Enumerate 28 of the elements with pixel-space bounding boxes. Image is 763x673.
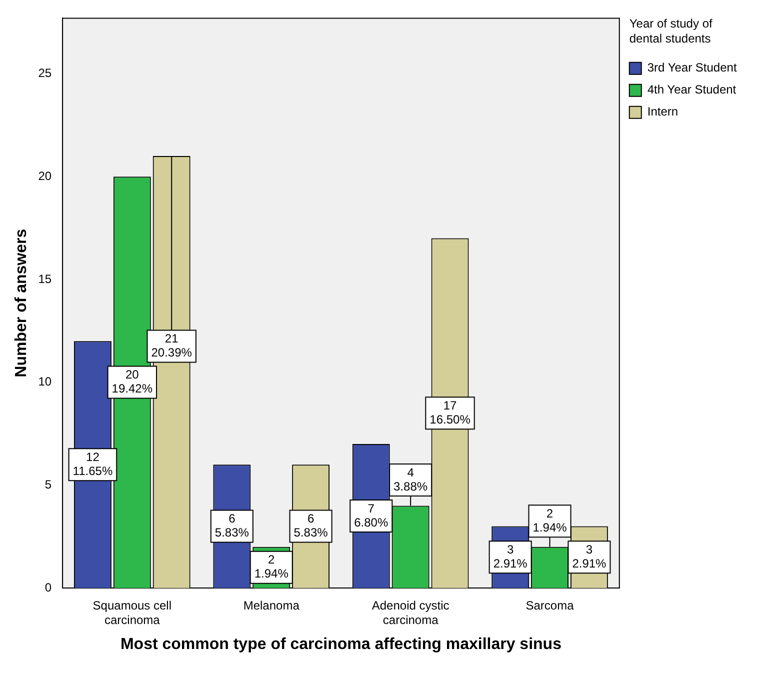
data-label: 20 19.42% [112,368,153,396]
y-tick-label: 10 [38,374,52,389]
y-tick-label: 20 [38,168,52,183]
legend-label: Intern [647,104,678,119]
y-tick-label: 5 [44,477,52,492]
legend-label: 4th Year Student [647,82,737,97]
x-tick-label: Sarcoma [526,598,574,613]
legend-label: 3rd Year Student [647,60,738,75]
legend-title: Year of study of dental students [629,16,713,46]
x-tick-label: Melanoma [243,598,300,613]
data-label: 2 1.94% [532,506,568,534]
data-label: 12 11.65% [72,450,113,478]
data-label: 6 5.83% [214,512,250,540]
x-tick-label: Adenoid cystic carcinoma [372,598,450,627]
data-label: 17 16.50% [430,398,471,426]
y-tick-label: 25 [38,66,52,80]
data-label: 4 3.88% [394,465,428,494]
data-label: 3 2.91% [493,542,528,570]
x-tick-label: Squamous cell carcinoma [92,598,172,627]
data-label: 2 1.94% [254,552,289,581]
data-label: 7 6.80% [354,501,388,530]
data-label: 21 20.39% [151,332,192,360]
data-label: 3 2.91% [572,542,607,570]
y-tick-label: 0 [44,580,52,594]
data-label: 6 5.83% [294,512,328,540]
y-axis-title: Number of answers [13,228,30,378]
x-axis-title: Most common type of carcinoma affecting maxillary sinus [120,636,562,653]
y-tick-label: 15 [38,272,52,286]
